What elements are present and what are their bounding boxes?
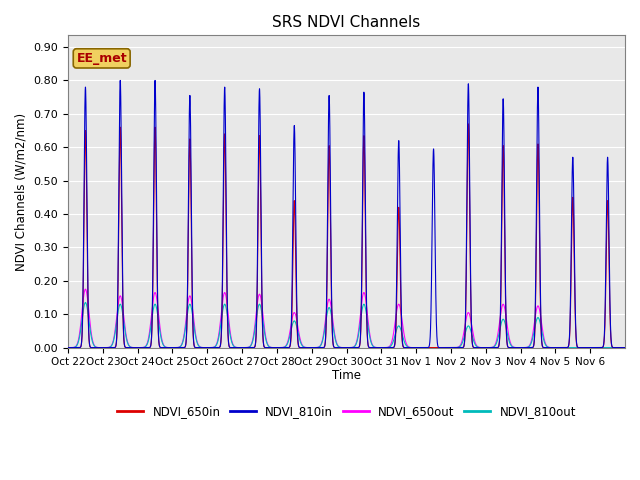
NDVI_810in (477, 345, 485, 350)
NDVI_810out (621, 345, 629, 350)
Y-axis label: NDVI Channels (W/m2/nm): NDVI Channels (W/m2/nm) (15, 112, 28, 271)
Line: NDVI_650out: NDVI_650out (68, 289, 625, 348)
NDVI_650out (394, 303, 401, 309)
Text: EE_met: EE_met (76, 52, 127, 65)
NDVI_810in (92, 345, 100, 350)
NDVI_810in (116, 78, 124, 84)
NDVI_650out (92, 344, 100, 350)
NDVI_810out (477, 345, 485, 350)
NDVI_650in (92, 345, 100, 350)
NDVI_810out (266, 344, 273, 350)
NDVI_810in (394, 191, 401, 197)
NDVI_650in (429, 345, 437, 350)
Title: SRS NDVI Channels: SRS NDVI Channels (273, 15, 420, 30)
NDVI_810in (418, 345, 426, 350)
NDVI_650in (507, 345, 515, 350)
NDVI_650in (64, 345, 72, 350)
NDVI_810in (621, 345, 629, 350)
NDVI_810in (64, 345, 72, 350)
NDVI_810out (418, 345, 426, 350)
NDVI_650out (266, 344, 273, 350)
Line: NDVI_810in: NDVI_810in (68, 81, 625, 348)
NDVI_650in (465, 121, 472, 127)
Legend: NDVI_650in, NDVI_810in, NDVI_650out, NDVI_810out: NDVI_650in, NDVI_810in, NDVI_650out, NDV… (112, 400, 580, 423)
NDVI_810out (92, 344, 100, 350)
NDVI_650out (418, 345, 426, 350)
NDVI_650out (621, 345, 629, 350)
NDVI_810in (266, 345, 273, 350)
NDVI_810out (507, 342, 515, 348)
X-axis label: Time: Time (332, 369, 361, 382)
NDVI_650in (394, 244, 401, 250)
NDVI_650in (477, 345, 485, 350)
Line: NDVI_810out: NDVI_810out (68, 302, 625, 348)
NDVI_650in (418, 345, 426, 350)
NDVI_650out (64, 345, 72, 350)
NDVI_810in (507, 345, 515, 350)
NDVI_810out (64, 345, 72, 350)
NDVI_650out (507, 341, 515, 347)
NDVI_650out (81, 286, 89, 292)
NDVI_810out (394, 324, 401, 330)
NDVI_650in (621, 345, 629, 350)
Line: NDVI_650in: NDVI_650in (68, 124, 625, 348)
NDVI_650in (266, 345, 273, 350)
NDVI_650out (477, 345, 485, 350)
NDVI_810out (81, 300, 89, 305)
